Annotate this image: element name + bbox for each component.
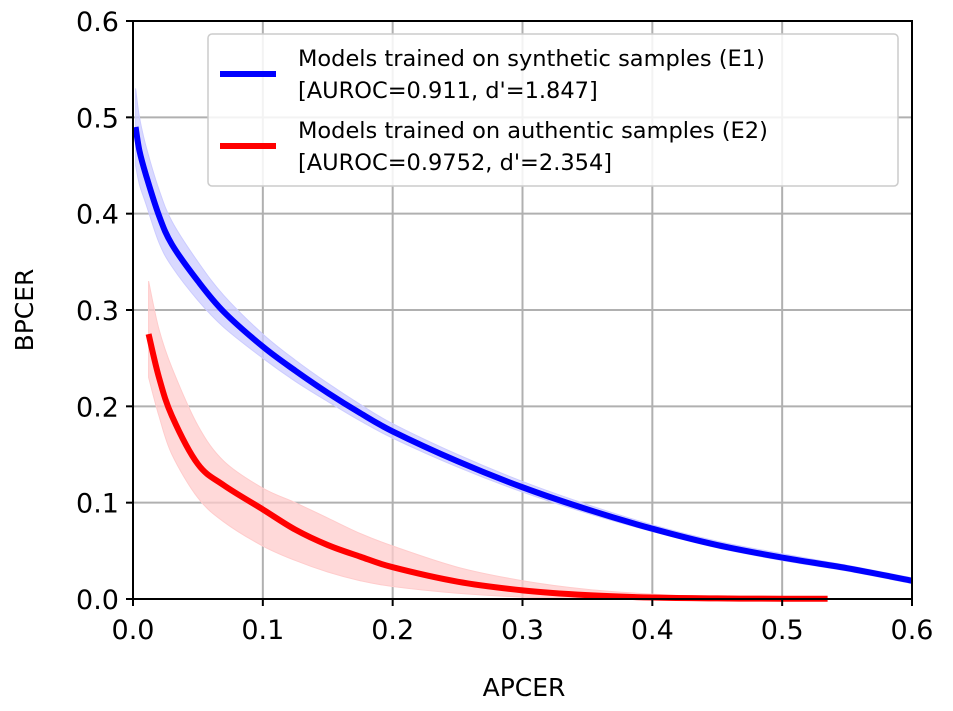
x-tick-label: 0.0: [112, 615, 155, 646]
y-tick-label: 0.0: [76, 585, 119, 616]
series-line-e1: [132, 126, 913, 584]
x-tick-label: 0.5: [761, 615, 804, 646]
y-tick-label: 0.3: [76, 296, 119, 327]
legend-metrics-e1: [AUROC=0.911, d'=1.847]: [298, 78, 598, 104]
legend-label-e2: Models trained on authentic samples (E2): [298, 118, 768, 144]
x-tick-label: 0.6: [891, 615, 934, 646]
y-tick-label: 0.6: [76, 7, 119, 38]
x-tick-label: 0.2: [371, 615, 414, 646]
legend: Models trained on synthetic samples (E1)…: [207, 33, 899, 187]
legend-box: [207, 33, 899, 187]
legend-label-e1: Models trained on synthetic samples (E1): [298, 46, 765, 72]
y-axis-label: BPCER: [10, 269, 39, 352]
y-tick-label: 0.5: [76, 103, 119, 134]
x-tick-label: 0.1: [241, 615, 284, 646]
ticks: 0.0 0.1 0.2 0.3 0.4 0.5 0.6 0.0 0.1 0.2 0.3 0.4 0.5 0…: [76, 7, 933, 646]
legend-metrics-e2: [AUROC=0.9752, d'=2.354]: [298, 150, 612, 176]
y-tick-label: 0.4: [76, 200, 119, 231]
x-tick-label: 0.4: [631, 615, 674, 646]
y-tick-label: 0.1: [76, 489, 119, 520]
x-axis-label: APCER: [483, 673, 566, 702]
y-tick-label: 0.2: [76, 392, 119, 423]
x-tick-label: 0.3: [501, 615, 544, 646]
